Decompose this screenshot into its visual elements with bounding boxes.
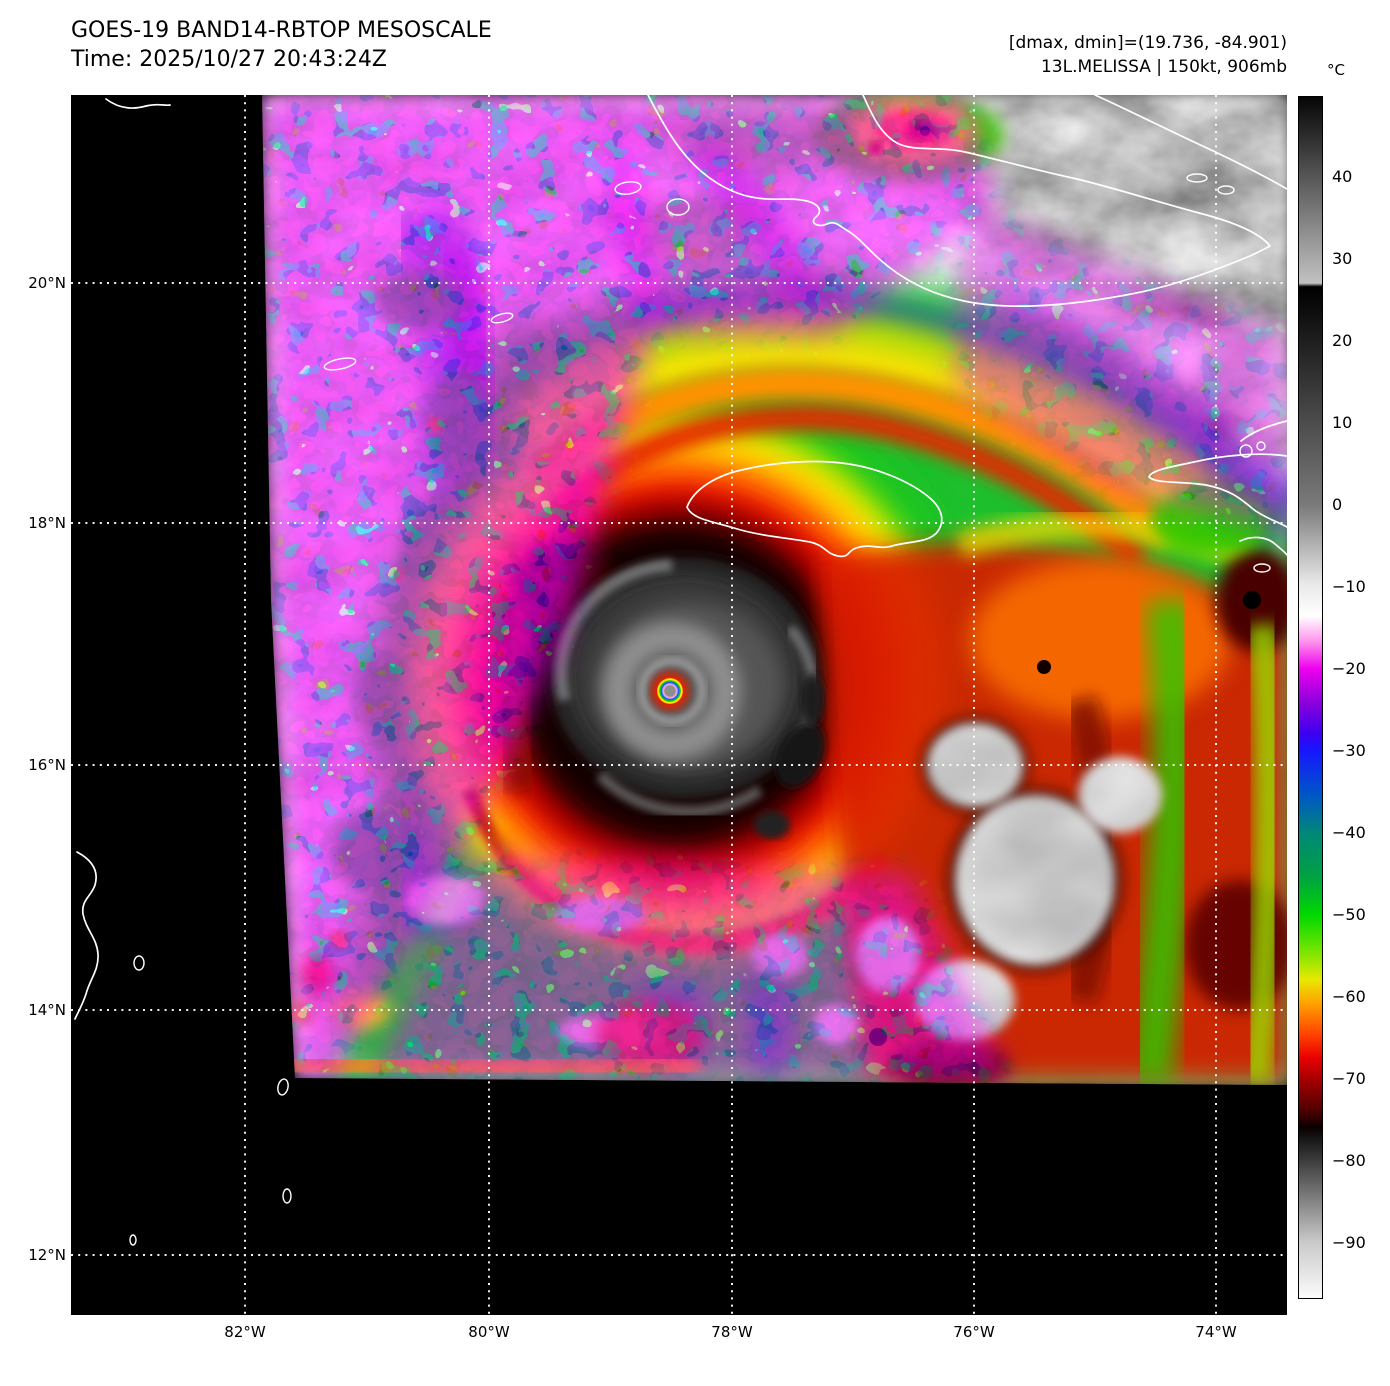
lat-tick-12n: 12°N [28, 1246, 66, 1264]
copyright-watermark: Copyright © 2020-2025 Dapiya [151, 1366, 457, 1386]
speckle-overlays [262, 95, 1287, 1081]
colorbar-tick-label: 10 [1332, 413, 1353, 432]
lat-tick-20n: 20°N [28, 274, 66, 292]
lon-tick-74w: 74°W [1195, 1323, 1237, 1341]
colorbar-unit: °C [1327, 61, 1345, 79]
satellite-image [71, 94, 1288, 1315]
colorbar-tick-label: −50 [1332, 905, 1366, 924]
coastline-haiti-south [1239, 536, 1288, 556]
data-swath [262, 95, 1287, 1085]
colorbar-tick-label: 40 [1332, 167, 1353, 186]
colorbar-tick-label: −70 [1332, 1069, 1366, 1088]
lon-tick-76w: 76°W [953, 1323, 995, 1341]
lon-tick-78w: 78°W [711, 1323, 753, 1341]
lon-tick-82w: 82°W [224, 1323, 266, 1341]
timestamp-label: Time: 2025/10/27 20:43:24Z [71, 47, 387, 72]
lon-tick-80w: 80°W [468, 1323, 510, 1341]
colorbar-tick-label: −80 [1332, 1151, 1366, 1170]
colorbar-tick-label: −10 [1332, 577, 1366, 596]
hurricane-eye [651, 672, 689, 710]
coastline-cuba-west-tip [105, 98, 171, 109]
coastline-cuba-south [647, 94, 1271, 307]
lat-tick-16n: 16°N [28, 756, 66, 774]
grid-lines [71, 95, 1287, 1315]
coastline-cuba-north-east [1094, 94, 1288, 190]
storm-info: 13L.MELISSA | 150kt, 906mb [1040, 57, 1287, 77]
coastline-jamaica [686, 460, 943, 558]
coastlines [74, 94, 1288, 1246]
coastline-haiti-north [1240, 420, 1288, 442]
hurricane-cdo [551, 557, 825, 839]
colorbar-tick-label: −20 [1332, 659, 1366, 678]
colorbar-tick-label: 30 [1332, 249, 1353, 268]
coastline-honduras-nicaragua [74, 851, 99, 1020]
lat-tick-18n: 18°N [28, 514, 66, 532]
colorbar-tick-label: −90 [1332, 1233, 1366, 1252]
coastline-haiti-tiburon [1148, 453, 1288, 528]
map-axes: Copyright © 2020-2025 Dapiya [71, 94, 1288, 1386]
colorbar-tick-label: −30 [1332, 741, 1366, 760]
colorbar-tick-label: 20 [1332, 331, 1353, 350]
lat-tick-14n: 14°N [28, 1001, 66, 1019]
range-info: [dmax, dmin]=(19.736, -84.901) [1008, 33, 1287, 53]
colorbar-tick-label: −60 [1332, 987, 1366, 1006]
colorbar-gradient [1298, 96, 1323, 1299]
page-title: GOES-19 BAND14-RBTOP MESOSCALE [71, 18, 492, 43]
colorbar-tick-label: 0 [1332, 495, 1343, 514]
colorbar-tick-label: −40 [1332, 823, 1366, 842]
island-outlines [129, 173, 1271, 1246]
